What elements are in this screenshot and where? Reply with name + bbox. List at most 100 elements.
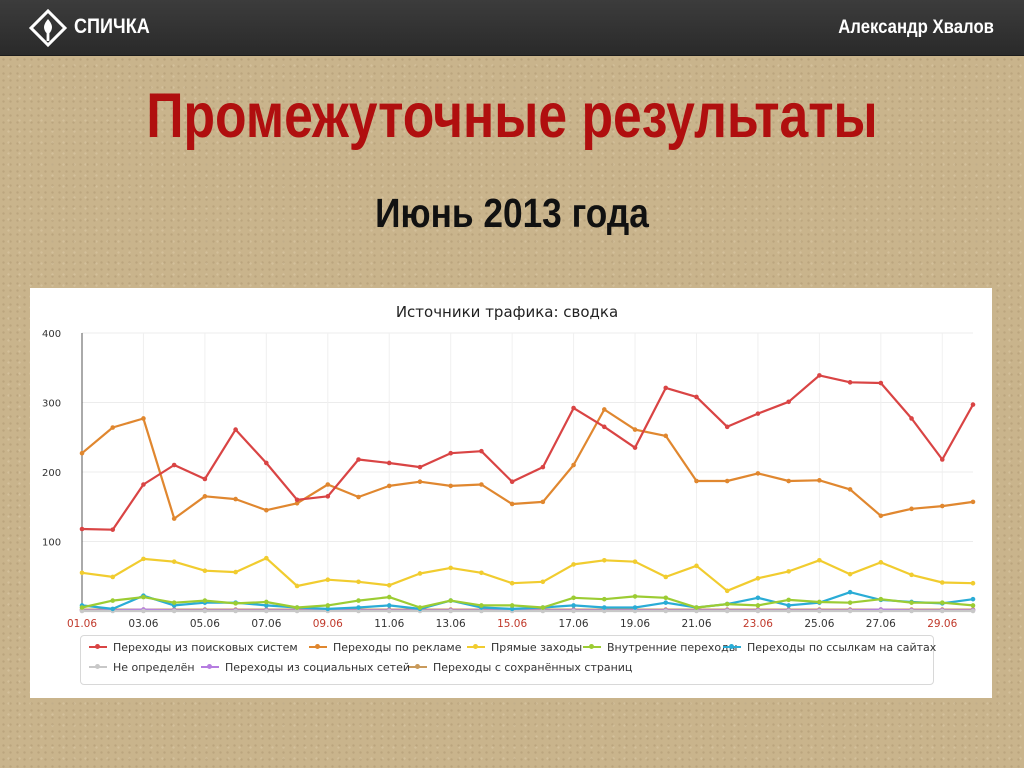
data-point [264,599,269,605]
data-point [448,450,453,456]
data-point [540,579,546,585]
chart-legend: Переходы из поисковых систем Переходы по … [80,635,936,685]
data-point [356,608,361,614]
data-point [386,594,392,600]
data-point [171,516,177,521]
data-point [479,448,484,454]
data-point [970,402,976,407]
legend-label: Переходы по ссылкам на сайтах [747,641,937,654]
data-point [571,603,576,608]
data-point [294,608,300,614]
data-point [939,580,945,585]
data-point [264,608,269,614]
data-point [171,462,177,468]
y-tick-label: 400 [42,329,61,340]
data-point [356,579,361,585]
data-point [356,494,361,500]
data-point [632,605,638,610]
data-point [909,600,914,605]
data-point [602,407,607,412]
legend-item[interactable]: Переходы из поисковых систем [89,641,298,659]
legend-item[interactable]: Переходы из социальных сетей [201,661,410,679]
legend-item[interactable]: Переходы по ссылкам на сайтах [723,641,936,659]
chart-axes: 100 200 300 400 01.06 03.06 05.06 07.06 09.06 11.… [42,329,973,630]
data-point [141,482,146,487]
data-point [847,380,853,385]
series-line [81,374,974,531]
data-point [356,598,361,603]
data-point [632,445,638,450]
data-point [755,608,761,614]
data-point [79,526,85,532]
data-point [755,603,761,608]
data-point [663,385,669,391]
data-point [909,608,914,614]
data-point [878,513,884,519]
data-point [141,556,146,562]
data-point [724,608,730,614]
data-point [356,605,361,610]
data-point [509,603,515,608]
data-point [264,555,269,561]
data-point [233,569,238,575]
data-point [509,606,515,612]
data-point [448,598,453,603]
data-point [970,596,976,602]
y-tick-label: 100 [42,538,61,549]
data-point [755,595,761,601]
data-point [939,457,945,462]
data-point [909,572,914,578]
series-line [81,595,974,609]
data-point [110,574,116,580]
data-point [724,424,730,430]
data-point [294,583,300,589]
data-point [202,476,208,482]
x-tick-label: 05.06 [190,618,220,630]
legend-label: Переходы из социальных сетей [225,661,411,674]
data-point [847,608,853,614]
data-point [602,596,607,602]
data-point [325,494,331,499]
data-point [755,576,761,581]
x-tick-label: 11.06 [374,618,404,630]
series-line [81,408,974,520]
x-tick-label: 01.06 [67,618,97,630]
x-tick-label: 27.06 [866,618,896,630]
slide-title: Промежуточные результаты [146,81,878,151]
data-point [786,603,791,608]
author-name: Александр Хвалов [838,17,994,38]
data-point [970,499,976,505]
data-point [909,416,914,421]
data-point [602,424,607,430]
legend-item[interactable]: Переходы с сохранённых страниц [409,661,632,679]
legend-item[interactable]: Прямые заходы [467,641,582,659]
data-point [632,608,638,614]
legend-label: Внутренние переходы [607,641,738,654]
data-point [233,601,238,606]
series-2 [79,555,976,594]
data-point [171,608,177,614]
legend-item[interactable]: Не определён [89,661,195,679]
legend-label: Переходы из поисковых систем [113,641,298,654]
legend-item[interactable]: Переходы по рекламе [309,641,461,659]
data-point [417,464,423,470]
data-point [479,603,484,608]
data-point [448,608,453,614]
slide-subtitle: Июнь 2013 года [375,190,649,236]
legend-swatch [409,664,427,669]
data-point [878,596,884,602]
legend-item[interactable]: Внутренние переходы [583,641,737,659]
data-point [448,483,453,489]
data-point [386,582,392,588]
data-point [694,478,699,484]
x-tick-label: 03.06 [128,618,158,630]
chart-series [79,373,976,614]
data-point [110,527,116,532]
data-point [939,608,945,614]
data-point [724,601,730,607]
data-point [755,411,761,416]
data-point [602,557,607,563]
data-point [847,589,853,595]
data-point [878,560,884,565]
data-point [817,557,822,563]
